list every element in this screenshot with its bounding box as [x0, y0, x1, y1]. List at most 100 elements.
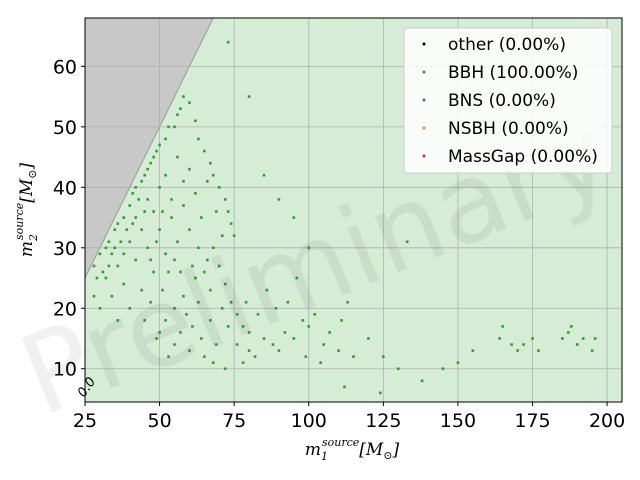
x-tick-label: 125	[365, 410, 401, 432]
legend-label: BBH (100.00%)	[448, 63, 578, 83]
data-point	[253, 355, 257, 358]
data-point	[569, 325, 573, 328]
data-point	[146, 167, 149, 171]
data-point	[98, 252, 102, 256]
data-point	[367, 337, 370, 340]
data-point	[131, 192, 135, 195]
data-point	[113, 246, 117, 250]
data-point	[271, 343, 275, 346]
data-point	[217, 186, 221, 189]
data-point	[113, 228, 117, 231]
data-point	[122, 282, 126, 286]
data-point	[161, 210, 164, 213]
data-point	[140, 228, 143, 231]
legend: other (0.00%) BBH (100.00%) BNS (0.00%) NSB…	[403, 27, 613, 174]
data-point	[274, 306, 278, 310]
data-point	[182, 204, 185, 207]
data-point	[173, 343, 176, 346]
data-point	[128, 204, 132, 207]
data-point	[122, 216, 126, 219]
data-point	[194, 119, 197, 123]
data-point	[292, 337, 296, 340]
data-point	[170, 216, 173, 219]
legend-label: NSBH (0.00%)	[448, 119, 569, 139]
legend-marker	[422, 70, 426, 74]
data-point	[277, 349, 281, 352]
data-point	[262, 337, 266, 340]
data-point	[226, 325, 230, 328]
data-point	[158, 331, 161, 334]
data-point	[194, 276, 197, 280]
data-point	[164, 173, 167, 177]
x-tick-label: 175	[514, 410, 550, 432]
data-point	[522, 343, 525, 346]
data-point	[292, 216, 296, 219]
data-point	[104, 246, 108, 250]
data-point	[164, 137, 167, 141]
legend-label: MassGap (0.00%)	[448, 147, 598, 167]
data-point	[575, 343, 579, 346]
x-tick-label: 25	[73, 410, 97, 432]
data-point	[209, 288, 212, 292]
data-point	[176, 240, 179, 244]
data-point	[256, 313, 260, 316]
data-point	[110, 294, 114, 298]
data-point	[226, 40, 230, 44]
data-point	[211, 361, 215, 364]
data-point	[214, 210, 218, 213]
data-point	[343, 385, 346, 389]
data-point	[188, 349, 191, 352]
data-point	[262, 173, 266, 177]
data-point	[179, 331, 182, 334]
data-point	[510, 343, 513, 346]
data-point	[167, 355, 170, 358]
data-point	[179, 270, 182, 274]
data-point	[179, 107, 182, 111]
data-point	[128, 306, 132, 310]
data-point	[173, 306, 176, 310]
data-point	[456, 361, 460, 364]
data-point	[206, 179, 209, 183]
data-point	[229, 300, 233, 304]
data-point	[203, 270, 206, 274]
data-point	[149, 300, 152, 304]
data-point	[581, 337, 585, 340]
data-point	[149, 258, 152, 262]
data-point	[304, 355, 308, 358]
x-tick-label: 150	[440, 410, 476, 432]
data-point	[340, 319, 343, 322]
data-point	[116, 319, 120, 322]
data-point	[441, 367, 445, 371]
y-tick-label: 10	[53, 359, 77, 381]
data-point	[173, 125, 176, 129]
data-point	[158, 228, 161, 231]
data-point	[92, 294, 96, 298]
data-point	[134, 258, 138, 262]
data-point	[277, 198, 281, 201]
data-point	[211, 173, 215, 177]
y-axis-label: m2source[M⊙]	[13, 162, 40, 257]
data-point	[140, 288, 143, 292]
legend-marker	[422, 126, 426, 130]
plot-frame	[84, 17, 623, 403]
y-axis: 10 20 30 40 50 60	[53, 56, 85, 381]
data-point	[301, 319, 305, 322]
data-point	[223, 282, 227, 286]
x-tick-label: 200	[589, 410, 625, 432]
y-tick-label: 30	[53, 238, 77, 260]
data-point	[307, 246, 311, 250]
data-point	[143, 319, 146, 322]
data-point	[182, 179, 185, 183]
data-point	[405, 240, 409, 244]
data-point	[188, 228, 191, 231]
data-point	[593, 337, 597, 340]
legend-marker	[422, 42, 426, 46]
data-point	[152, 155, 155, 159]
data-point	[191, 325, 194, 328]
data-points	[92, 40, 597, 395]
data-point	[214, 343, 218, 346]
data-point	[567, 331, 570, 334]
y-tick-label: 20	[53, 298, 77, 320]
x-axis-label: m1source[M⊙]	[305, 436, 400, 463]
data-point	[235, 343, 239, 346]
